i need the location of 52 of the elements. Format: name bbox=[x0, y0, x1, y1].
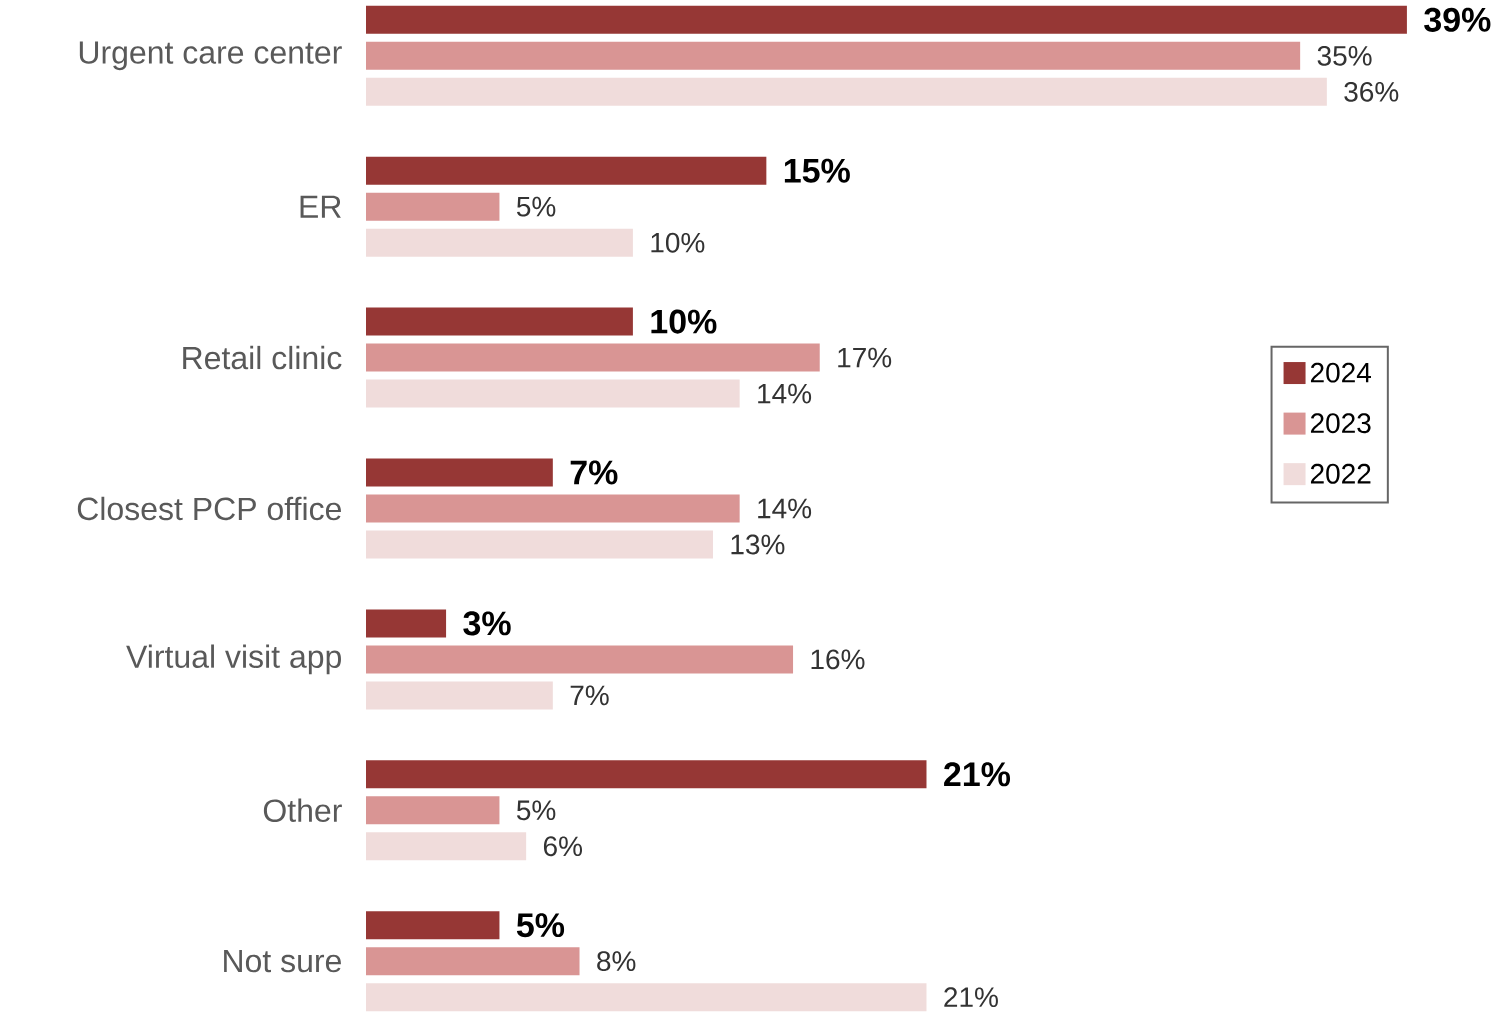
data-label: 14% bbox=[758, 498, 812, 519]
data-label: 17% bbox=[838, 347, 892, 368]
bar bbox=[366, 379, 740, 408]
bar bbox=[366, 609, 447, 638]
y-tick-label: Virtual visit app bbox=[126, 644, 341, 675]
data-label: 5% bbox=[516, 800, 556, 821]
bar bbox=[366, 760, 927, 789]
data-label: 13% bbox=[731, 534, 785, 555]
bar bbox=[366, 494, 740, 523]
y-tick-label: Not sure bbox=[224, 950, 341, 973]
bar bbox=[366, 192, 500, 221]
legend-label: 2022 bbox=[1310, 463, 1371, 484]
bar bbox=[366, 307, 633, 336]
data-label: 7% bbox=[570, 685, 609, 706]
bar bbox=[366, 983, 927, 1012]
bar bbox=[366, 41, 1301, 70]
data-label: 10% bbox=[651, 309, 717, 334]
data-label: 10% bbox=[651, 232, 705, 253]
bar bbox=[366, 458, 553, 487]
data-label: 16% bbox=[811, 649, 865, 670]
bar bbox=[366, 911, 500, 940]
data-label: 5% bbox=[516, 913, 565, 938]
bar bbox=[366, 645, 794, 674]
legend-label: 2024 bbox=[1310, 362, 1371, 383]
y-tick-label: Other bbox=[263, 798, 342, 823]
data-label: 39% bbox=[1424, 7, 1491, 32]
data-label: 14% bbox=[758, 383, 812, 404]
data-label: 36% bbox=[1344, 81, 1399, 102]
bar bbox=[366, 5, 1407, 34]
y-tick-label: Urgent care center bbox=[79, 41, 342, 71]
bar bbox=[366, 832, 527, 861]
y-tick-label: Closest PCP office bbox=[77, 496, 341, 521]
bar bbox=[366, 228, 633, 257]
bar bbox=[366, 530, 713, 559]
data-label: 3% bbox=[463, 611, 511, 636]
data-label: 15% bbox=[784, 158, 850, 183]
bar bbox=[366, 796, 500, 825]
bar bbox=[366, 156, 767, 185]
data-label: 21% bbox=[944, 762, 1011, 787]
y-tick-label: Retail clinic bbox=[183, 345, 342, 370]
data-label: 5% bbox=[516, 196, 556, 217]
data-label: 8% bbox=[597, 951, 636, 972]
data-label: 35% bbox=[1317, 45, 1372, 66]
bar bbox=[366, 343, 820, 372]
bar bbox=[366, 947, 580, 976]
bar bbox=[366, 77, 1327, 106]
legend-label: 2023 bbox=[1310, 413, 1371, 434]
y-tick-label: ER bbox=[300, 195, 341, 218]
data-label: 21% bbox=[944, 987, 998, 1008]
data-label: 7% bbox=[570, 460, 618, 485]
data-label: 6% bbox=[543, 836, 583, 857]
bar bbox=[366, 681, 553, 710]
